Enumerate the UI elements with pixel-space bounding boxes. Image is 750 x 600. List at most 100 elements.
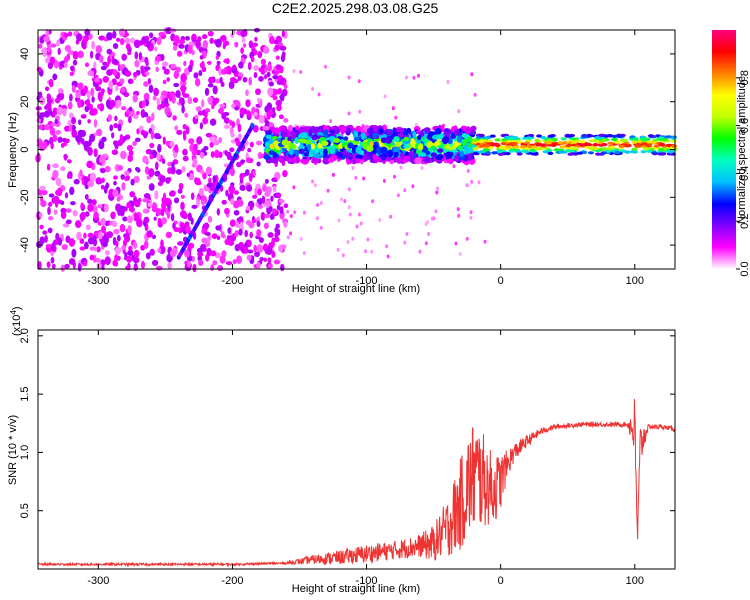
spectrogram-cell xyxy=(227,227,231,234)
spectrogram-cell xyxy=(145,252,151,260)
spectrogram-cell xyxy=(232,259,237,265)
spectrogram-cell xyxy=(558,150,565,154)
spectrogram-cell xyxy=(242,28,248,37)
spectrogram-cell xyxy=(254,36,258,42)
spectrogram-cell xyxy=(206,182,213,188)
spectrogram-cell xyxy=(37,140,44,148)
spectrogram-cell xyxy=(159,175,166,183)
spectrogram-cell xyxy=(133,39,141,49)
spectrogram-cell xyxy=(165,27,173,35)
spectrogram-cell xyxy=(249,141,254,148)
spectrogram-cell xyxy=(329,129,336,135)
spectrogram-cell xyxy=(192,97,199,103)
spectrogram-cell xyxy=(220,231,225,238)
spectrogram-cell xyxy=(132,241,138,249)
spectrogram-cell xyxy=(234,106,240,111)
spectrogram-cell xyxy=(567,152,574,156)
spectrogram-cell xyxy=(592,143,599,147)
spectrogram-cell xyxy=(236,255,242,264)
spectrogram-cell xyxy=(267,87,274,97)
spectrogram-cell xyxy=(268,81,274,87)
spectrogram-cell xyxy=(267,232,274,238)
spectrogram-cell xyxy=(160,239,164,249)
spectrogram-cell xyxy=(233,79,239,84)
spectrogram-cell xyxy=(170,213,175,222)
spectrogram-cell xyxy=(146,40,151,49)
spectrogram-cell xyxy=(157,143,162,153)
spectrogram-cell xyxy=(252,219,257,224)
spectrogram-cell xyxy=(623,141,630,145)
spectrogram-cell xyxy=(600,147,607,151)
spectrogram-cell xyxy=(339,139,345,144)
spectrogram-cell xyxy=(317,126,323,133)
spectrogram-cell xyxy=(39,36,45,44)
spectrogram-cell xyxy=(659,142,666,146)
spectrogram-cell xyxy=(267,63,272,72)
spectrogram-cell xyxy=(280,130,288,138)
spectrogram-cell xyxy=(253,64,260,72)
spectrogram-cell xyxy=(129,206,135,213)
spectrogram-cell xyxy=(386,129,393,136)
spectrogram-cell xyxy=(327,157,335,163)
spectrogram-cell xyxy=(91,199,97,206)
spectrogram-cell xyxy=(188,64,193,73)
spectrogram-cell xyxy=(659,152,666,156)
spectrogram-cell xyxy=(207,96,214,104)
spectrogram-cell xyxy=(47,216,54,221)
spectrogram-cell xyxy=(98,55,104,63)
spectrogram-cell xyxy=(71,85,76,93)
spectrogram-cell xyxy=(208,76,214,84)
spectrogram-cell xyxy=(437,153,444,159)
spectrogram-cell xyxy=(347,142,354,149)
spectrogram-cell xyxy=(199,55,204,60)
spectrogram-cell xyxy=(256,244,264,254)
snr-x-tick-label: -100 xyxy=(356,575,378,587)
spectrogram-cell xyxy=(100,88,105,94)
spectrogram-cell xyxy=(536,134,543,138)
spectrogram-cell xyxy=(66,173,71,179)
spectrogram-cell xyxy=(266,246,273,256)
spectrogram-cell xyxy=(113,123,119,129)
spectrogram-cell xyxy=(113,228,120,235)
spectrogram-cell xyxy=(190,192,195,200)
spectrogram-cell xyxy=(219,106,224,115)
spectrogram-cell xyxy=(41,189,48,196)
spectrogram-cell xyxy=(272,208,277,215)
spectrogram-cell xyxy=(41,47,48,55)
spectrogram-y-axis: -40 -20 0 20 40 xyxy=(19,48,675,253)
spectrogram-cell xyxy=(163,68,170,75)
spectrogram-cell xyxy=(57,47,61,56)
spectrogram-cell xyxy=(133,249,140,259)
spectrogram-cell xyxy=(212,85,218,95)
spectrogram-cell xyxy=(212,175,217,184)
spectrogram-cell xyxy=(424,222,428,226)
spectrogram-x-axis: -300 -200 -100 0 100 xyxy=(87,30,644,287)
spectrogram-cell xyxy=(346,240,350,244)
spectrogram-cell xyxy=(478,144,485,148)
spectrogram-cell xyxy=(504,152,511,156)
spectrogram-cell xyxy=(71,116,77,125)
spectrogram-cell xyxy=(49,56,56,65)
spectrogram-cell xyxy=(600,138,607,142)
spectrogram-cell xyxy=(286,209,290,214)
spectrogram-cell xyxy=(324,64,328,69)
spectrogram-cell xyxy=(196,136,203,145)
spectrogram-cell xyxy=(403,144,410,149)
spectrogram-cell xyxy=(423,127,431,133)
spectrogram-cell xyxy=(671,144,678,148)
spectrogram-cell xyxy=(457,213,461,218)
spectrogram-cell xyxy=(212,260,218,266)
spectrogram-cell xyxy=(445,151,453,159)
spectrogram-cell xyxy=(129,37,136,44)
spectrogram-cell xyxy=(95,128,103,137)
spectrogram-cell xyxy=(281,155,289,162)
spectrogram-cell xyxy=(500,142,507,146)
spectrogram-cell xyxy=(267,257,272,264)
spectrogram-cell xyxy=(127,51,132,56)
spectrogram-cell xyxy=(83,232,87,239)
spectrogram-cell xyxy=(355,154,363,160)
spectrogram-cell xyxy=(482,148,489,152)
spectrogram-cell xyxy=(182,132,187,141)
spectrogram-cell xyxy=(288,142,294,150)
spectrogram-cell xyxy=(551,142,558,146)
